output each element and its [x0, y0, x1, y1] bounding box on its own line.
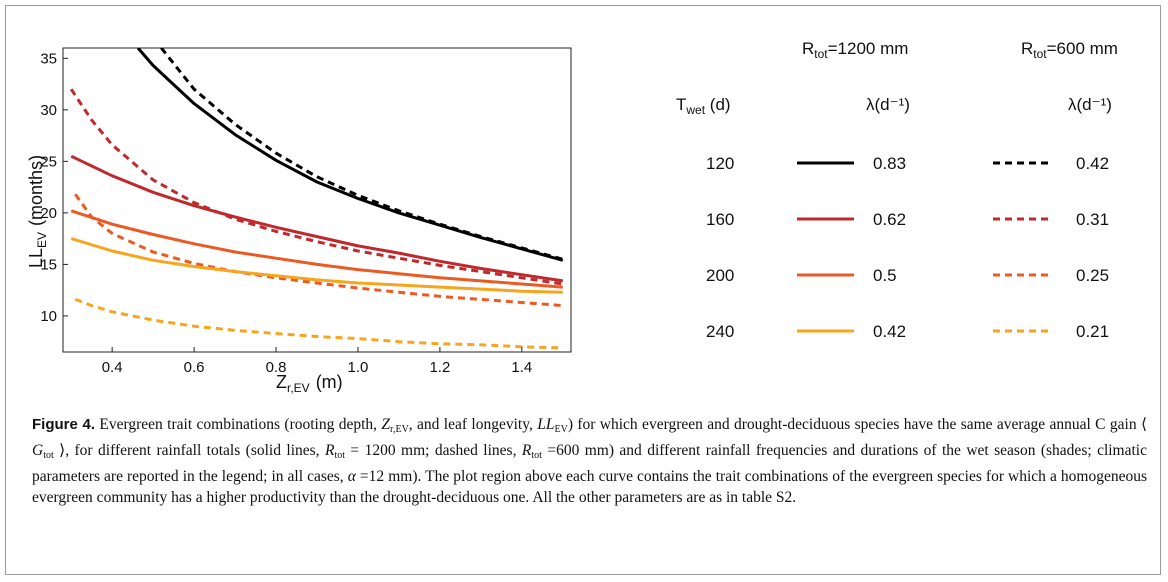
plot-area — [62, 47, 572, 353]
legend-header-1200-sub: tot — [814, 47, 828, 61]
figure-canvas: 0.4 0.6 0.8 1.0 1.2 1.4 10 15 20 25 30 35 Zr,EV (m)… — [26, 39, 1118, 395]
legend-twet-sub: wet — [685, 103, 705, 117]
y-axis-ticks: 10 15 20 25 30 35 — [40, 50, 68, 325]
legend-header-600-value: =600 mm — [1047, 39, 1118, 58]
series-line-4 — [69, 88, 564, 286]
caption-symbol-alpha: α — [347, 468, 356, 485]
legend: Rtot=1200 mm Rtot=600 mm Twet (d) λ(d⁻¹)… — [676, 39, 1118, 341]
legend-lambda-600-value: 0.21 — [1076, 322, 1109, 341]
y-tick-label: 25 — [40, 153, 57, 170]
curves-layer — [69, 48, 564, 350]
x-axis-ticks: 0.4 0.6 0.8 1.0 1.2 1.4 — [102, 347, 532, 376]
legend-rows: 120 0.83 0.42 160 0.62 0.31 200 0.5 0.25 240 0.42 0… — [706, 154, 1109, 341]
legend-lambda-1200-value: 0.83 — [873, 154, 906, 173]
caption-symbol-zr: Z — [381, 416, 391, 433]
legend-twet-value: 200 — [706, 266, 734, 285]
caption-symbol-g: G — [32, 442, 44, 459]
x-axis-title-symbol: Z — [276, 372, 287, 392]
legend-lambda-600-value: 0.31 — [1076, 210, 1109, 229]
y-axis-title-symbol: LL — [26, 248, 46, 268]
x-tick-label: 0.6 — [184, 359, 205, 376]
x-axis-title-subscript: r,EV — [287, 381, 310, 395]
legend-header-600-symbol: R — [1021, 39, 1033, 58]
legend-twet-symbol: T — [676, 95, 686, 114]
caption-symbol-r2-sub: tot — [531, 450, 542, 461]
y-axis-title-unit: (months) — [26, 155, 46, 226]
x-tick-label: 0.8 — [266, 359, 287, 376]
legend-header-1200: Rtot=1200 mm — [802, 39, 908, 61]
caption-text-7: =12 mm). The plot region above each curv… — [32, 468, 1147, 506]
series-line-6 — [74, 193, 563, 308]
x-tick-label: 1.4 — [511, 359, 532, 376]
legend-header-600: Rtot=600 mm — [1021, 39, 1118, 61]
x-tick-label: 0.4 — [102, 359, 123, 376]
legend-lambda-1200-value: 0.62 — [873, 210, 906, 229]
caption-symbol-ll-sub: EV — [554, 424, 568, 435]
legend-row-240: 240 0.42 0.21 — [706, 322, 1109, 341]
legend-twet-value: 160 — [706, 210, 734, 229]
legend-lambda-1200-value: 0.42 — [873, 322, 906, 341]
legend-lambda-header-1200: λ(d⁻¹) — [866, 95, 910, 114]
caption-text-1: Evergreen trait combinations (rooting de… — [95, 416, 382, 433]
legend-twet-header: Twet (d) — [676, 95, 731, 117]
y-tick-label: 30 — [40, 102, 57, 119]
legend-lambda-1200-value: 0.5 — [873, 266, 897, 285]
series-line-7 — [70, 237, 563, 294]
legend-twet-value: 120 — [706, 154, 734, 173]
y-tick-label: 10 — [40, 308, 57, 325]
caption-symbol-r1: R — [324, 442, 335, 459]
caption-label: Figure 4. — [32, 416, 96, 433]
legend-header-600-sub: tot — [1033, 47, 1047, 61]
series-line-3 — [70, 154, 564, 283]
y-axis-title: LLEV (months) — [26, 155, 49, 268]
legend-row-200: 200 0.5 0.25 — [706, 266, 1109, 285]
caption-text-6: =600 mm) and different rainfall frequenc… — [32, 442, 1147, 485]
y-tick-label: 35 — [40, 50, 57, 67]
x-axis-title-unit: (m) — [316, 372, 343, 392]
legend-header-1200-symbol: R — [802, 39, 814, 58]
x-axis-title: Zr,EV (m) — [276, 372, 343, 395]
legend-row-120: 120 0.83 0.42 — [706, 154, 1109, 173]
figure-frame: 0.4 0.6 0.8 1.0 1.2 1.4 10 15 20 25 30 35 Zr,EV (m)… — [5, 5, 1161, 575]
series-line-5 — [70, 209, 563, 289]
caption-text-3: ) for which evergreen and drought-decidu… — [567, 416, 1148, 433]
caption-symbol-ll: LL — [537, 416, 555, 433]
legend-twet-value: 240 — [706, 322, 734, 341]
legend-lambda-600-value: 0.25 — [1076, 266, 1109, 285]
legend-row-160: 160 0.62 0.31 — [706, 210, 1109, 229]
y-tick-label: 15 — [40, 256, 57, 273]
legend-lambda-header-600: λ(d⁻¹) — [1068, 95, 1112, 114]
y-axis-title-subscript: EV — [35, 232, 49, 248]
caption-symbol-r1-sub: tot — [334, 450, 346, 461]
line-chart: 0.4 0.6 0.8 1.0 1.2 1.4 10 15 20 25 30 35 Zr,EV (m)… — [26, 47, 572, 395]
caption-symbol-g-sub: tot — [43, 450, 54, 461]
series-line-8 — [74, 297, 563, 350]
legend-header-1200-value: =1200 mm — [828, 39, 909, 58]
figure-caption: Figure 4. Evergreen trait combinations (… — [32, 414, 1147, 508]
legend-lambda-600-value: 0.42 — [1076, 154, 1109, 173]
caption-text-5: = 1200 mm; dashed lines, — [345, 442, 522, 459]
caption-text-2: , and leaf longevity, — [408, 416, 538, 433]
series-line-2 — [160, 48, 564, 261]
legend-twet-unit: (d) — [705, 95, 731, 114]
caption-symbol-r2: R — [521, 442, 532, 459]
y-tick-label: 20 — [40, 205, 57, 222]
caption-symbol-zr-sub: r,EV — [390, 424, 409, 435]
caption-text-4: ⟩, for different rainfall totals (solid … — [53, 442, 325, 459]
x-tick-label: 1.0 — [348, 359, 369, 376]
x-tick-label: 1.2 — [429, 359, 450, 376]
